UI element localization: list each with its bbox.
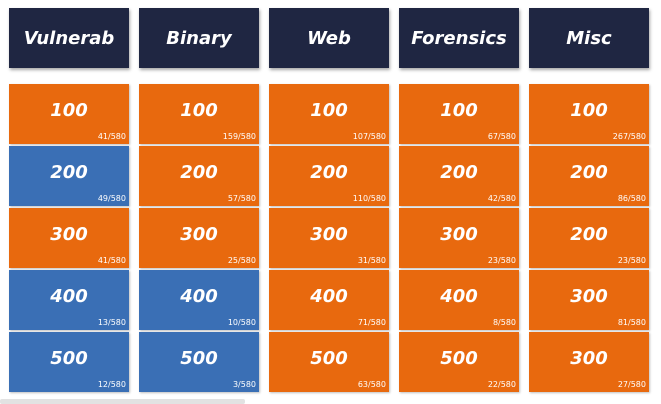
tile-points: 300: [50, 224, 88, 245]
category-header: Vulnerab: [9, 8, 129, 68]
challenge-tile[interactable]: 200 23/580: [529, 208, 649, 268]
tile-solve-count: 41/580: [97, 132, 126, 141]
tile-list: 100 159/580 200 57/580 300 25/580 400 10/580…: [139, 84, 259, 394]
category-title: Binary: [166, 27, 232, 49]
tile-points: 500: [50, 348, 88, 369]
tile-points: 300: [570, 348, 608, 369]
challenge-tile[interactable]: 200 86/580: [529, 146, 649, 206]
tile-points: 300: [440, 224, 478, 245]
challenge-tile[interactable]: 100 107/580: [269, 84, 389, 144]
category-title: Forensics: [411, 27, 507, 49]
tile-solve-count: 49/580: [97, 194, 126, 203]
tile-list: 100 107/580 200 110/580 300 31/580 400 71/58…: [269, 84, 389, 394]
tile-solve-count: 27/580: [617, 380, 646, 389]
challenge-board: Vulnerab 100 41/580 200 49/580 300 41/580 4…: [9, 8, 659, 404]
tile-list: 100 41/580 200 49/580 300 41/580 400 13/580 …: [9, 84, 129, 394]
tile-points: 200: [570, 224, 608, 245]
tile-points: 100: [440, 100, 478, 121]
tile-points: 100: [50, 100, 88, 121]
tile-points: 300: [180, 224, 218, 245]
tile-points: 200: [180, 162, 218, 183]
challenge-tile[interactable]: 500 12/580: [9, 332, 129, 392]
tile-solve-count: 41/580: [97, 256, 126, 265]
tile-solve-count: 12/580: [97, 380, 126, 389]
tile-points: 200: [310, 162, 348, 183]
tile-solve-count: 13/580: [97, 318, 126, 327]
challenge-tile[interactable]: 100 41/580: [9, 84, 129, 144]
category-title: Misc: [566, 27, 612, 49]
tile-points: 100: [570, 100, 608, 121]
tile-solve-count: 57/580: [227, 194, 256, 203]
challenge-tile[interactable]: 200 57/580: [139, 146, 259, 206]
tile-solve-count: 23/580: [617, 256, 646, 265]
category-header: Misc: [529, 8, 649, 68]
tile-points: 200: [440, 162, 478, 183]
challenge-tile[interactable]: 200 110/580: [269, 146, 389, 206]
category-header: Web: [269, 8, 389, 68]
challenge-tile[interactable]: 300 81/580: [529, 270, 649, 330]
tile-solve-count: 67/580: [487, 132, 516, 141]
challenge-tile[interactable]: 300 23/580: [399, 208, 519, 268]
challenge-tile[interactable]: 100 159/580: [139, 84, 259, 144]
tile-points: 500: [310, 348, 348, 369]
category-title: Vulnerab: [23, 27, 115, 49]
tile-points: 300: [570, 286, 608, 307]
tile-solve-count: 267/580: [612, 132, 646, 141]
horizontal-scrollbar[interactable]: [0, 399, 245, 404]
challenge-tile[interactable]: 400 13/580: [9, 270, 129, 330]
tile-points: 200: [570, 162, 608, 183]
challenge-tile[interactable]: 300 41/580: [9, 208, 129, 268]
category-header: Forensics: [399, 8, 519, 68]
challenge-tile[interactable]: 500 3/580: [139, 332, 259, 392]
tile-solve-count: 23/580: [487, 256, 516, 265]
tile-points: 400: [310, 286, 348, 307]
challenge-tile[interactable]: 100 67/580: [399, 84, 519, 144]
tile-solve-count: 22/580: [487, 380, 516, 389]
tile-solve-count: 107/580: [352, 132, 386, 141]
challenge-tile[interactable]: 300 31/580: [269, 208, 389, 268]
tile-solve-count: 31/580: [357, 256, 386, 265]
tile-points: 100: [310, 100, 348, 121]
challenge-tile[interactable]: 200 42/580: [399, 146, 519, 206]
challenge-tile[interactable]: 100 267/580: [529, 84, 649, 144]
tile-solve-count: 42/580: [487, 194, 516, 203]
tile-points: 300: [310, 224, 348, 245]
tile-solve-count: 10/580: [227, 318, 256, 327]
category-title: Web: [307, 27, 351, 49]
tile-solve-count: 3/580: [232, 380, 256, 389]
challenge-tile[interactable]: 500 63/580: [269, 332, 389, 392]
challenge-tile[interactable]: 400 10/580: [139, 270, 259, 330]
tile-points: 400: [180, 286, 218, 307]
tile-points: 400: [50, 286, 88, 307]
tile-solve-count: 63/580: [357, 380, 386, 389]
tile-solve-count: 25/580: [227, 256, 256, 265]
tile-solve-count: 8/580: [492, 318, 516, 327]
tile-solve-count: 71/580: [357, 318, 386, 327]
tile-solve-count: 159/580: [222, 132, 256, 141]
tile-points: 500: [440, 348, 478, 369]
tile-points: 100: [180, 100, 218, 121]
challenge-tile[interactable]: 500 22/580: [399, 332, 519, 392]
challenge-tile[interactable]: 400 8/580: [399, 270, 519, 330]
tile-list: 100 267/580 200 86/580 200 23/580 300 81/580…: [529, 84, 649, 394]
challenge-tile[interactable]: 400 71/580: [269, 270, 389, 330]
tile-list: 100 67/580 200 42/580 300 23/580 400 8/580 5…: [399, 84, 519, 394]
tile-points: 500: [180, 348, 218, 369]
challenge-tile[interactable]: 300 27/580: [529, 332, 649, 392]
tile-points: 200: [50, 162, 88, 183]
challenge-tile[interactable]: 200 49/580: [9, 146, 129, 206]
challenge-tile[interactable]: 300 25/580: [139, 208, 259, 268]
tile-solve-count: 81/580: [617, 318, 646, 327]
tile-solve-count: 86/580: [617, 194, 646, 203]
category-header: Binary: [139, 8, 259, 68]
tile-points: 400: [440, 286, 478, 307]
tile-solve-count: 110/580: [352, 194, 386, 203]
